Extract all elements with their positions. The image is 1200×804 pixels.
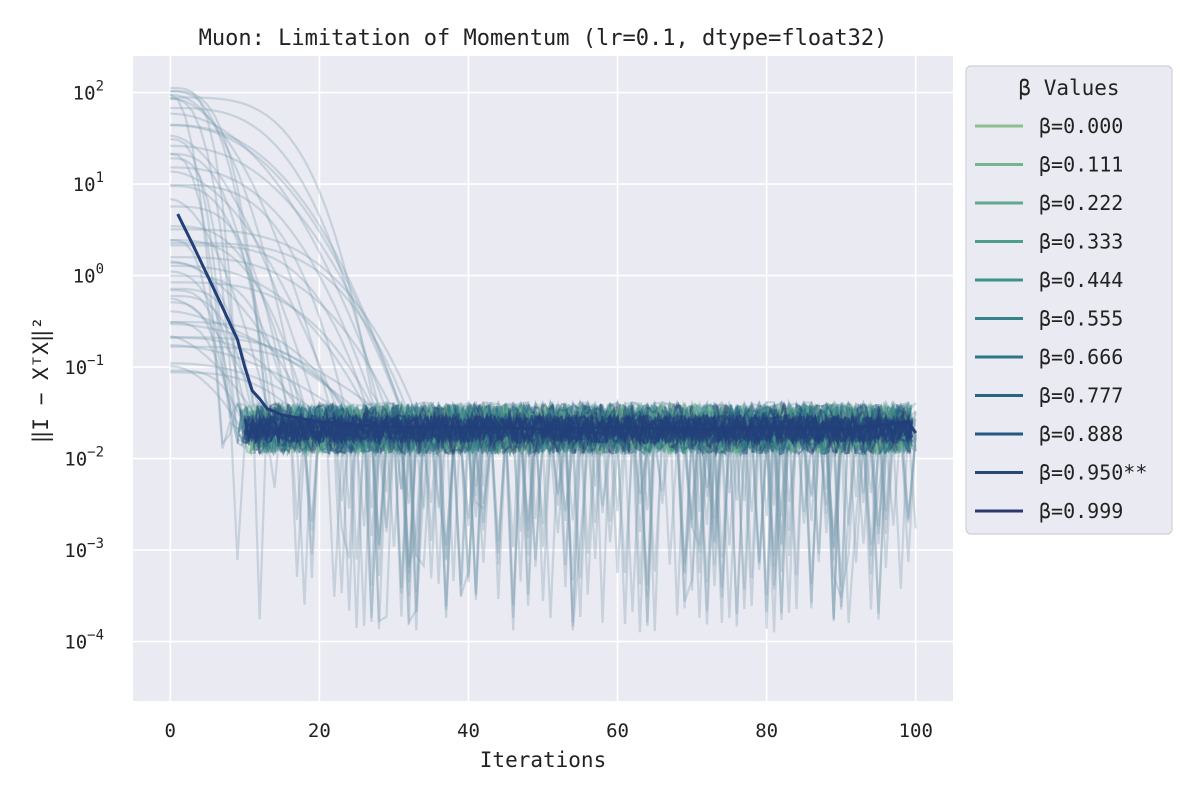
legend-item: β=0.000 — [975, 114, 1123, 138]
legend-item: β=0.888 — [975, 422, 1123, 446]
highlight-series-line — [176, 213, 917, 434]
y-tick-label: 102 — [73, 79, 104, 105]
legend-item: β=0.444 — [975, 268, 1123, 292]
legend-item: β=0.555 — [975, 307, 1123, 331]
y-tick-label: 10−2 — [64, 445, 104, 471]
trial-line — [170, 86, 909, 584]
band-line — [239, 403, 912, 458]
legend-label: β=0.666 — [1039, 345, 1123, 369]
x-tick-label: 60 — [606, 720, 629, 742]
gridlines — [133, 56, 953, 701]
trial-line — [170, 138, 910, 525]
y-tick-labels: 102 101 100 10−1 10−2 10−3 10−4 — [64, 79, 104, 654]
legend-label: β=0.000 — [1039, 114, 1123, 138]
legend-label: β=0.555 — [1039, 307, 1123, 331]
x-axis-label: Iterations — [480, 748, 606, 772]
legend-box — [965, 65, 1173, 535]
y-tick-label: 10−1 — [64, 353, 104, 379]
plot-area — [133, 56, 953, 701]
legend-label: β=0.999 — [1039, 499, 1123, 523]
y-tick-label: 10−3 — [64, 536, 104, 562]
x-tick-label: 20 — [308, 720, 331, 742]
legend-item: β=0.777 — [975, 384, 1123, 408]
trial-line — [170, 152, 917, 614]
band-line — [239, 402, 912, 455]
band-line — [239, 400, 912, 456]
x-tick-label: 40 — [457, 720, 480, 742]
legend-label: β=0.777 — [1039, 384, 1123, 408]
y-tick-label: 100 — [73, 262, 104, 288]
x-tick-labels: 0 20 40 60 80 100 — [165, 720, 933, 742]
legend-label: β=0.111 — [1039, 153, 1123, 177]
y-axis-label: ‖I − XᵀX‖² — [29, 317, 54, 443]
legend-label: β=0.222 — [1039, 191, 1123, 215]
legend-label: β=0.888 — [1039, 422, 1123, 446]
legend-item: β=0.999 — [975, 499, 1123, 523]
x-tick-label: 80 — [755, 720, 778, 742]
x-tick-label: 0 — [165, 720, 176, 742]
legend-item: β=0.666 — [975, 345, 1123, 369]
y-tick-label: 10−4 — [64, 628, 104, 654]
legend: β Values β=0.000β=0.111β=0.222β=0.333β=0… — [965, 65, 1173, 535]
trial-line — [170, 93, 910, 585]
legend-label: β=0.333 — [1039, 230, 1123, 254]
legend-item: β=0.222 — [975, 191, 1123, 215]
legend-label: β=0.950** — [1039, 461, 1147, 485]
trial-line — [170, 264, 910, 609]
x-tick-label: 100 — [899, 720, 933, 742]
legend-items: β=0.000 β=0.111 β=0.222 β=0.333 β=0.444 β=0.5… — [975, 114, 1147, 523]
y-tick-label: 101 — [73, 170, 104, 196]
legend-item: β=0.950** — [975, 461, 1147, 485]
legend-item: β=0.111 — [975, 153, 1123, 177]
band-line — [238, 403, 912, 456]
legend-item: β=0.333 — [975, 230, 1123, 254]
chart-title: Muon: Limitation of Momentum (lr=0.1, dt… — [199, 26, 888, 51]
legend-title: β Values — [1018, 76, 1119, 100]
trial-line — [170, 228, 917, 590]
legend-label: β=0.444 — [1039, 268, 1123, 292]
